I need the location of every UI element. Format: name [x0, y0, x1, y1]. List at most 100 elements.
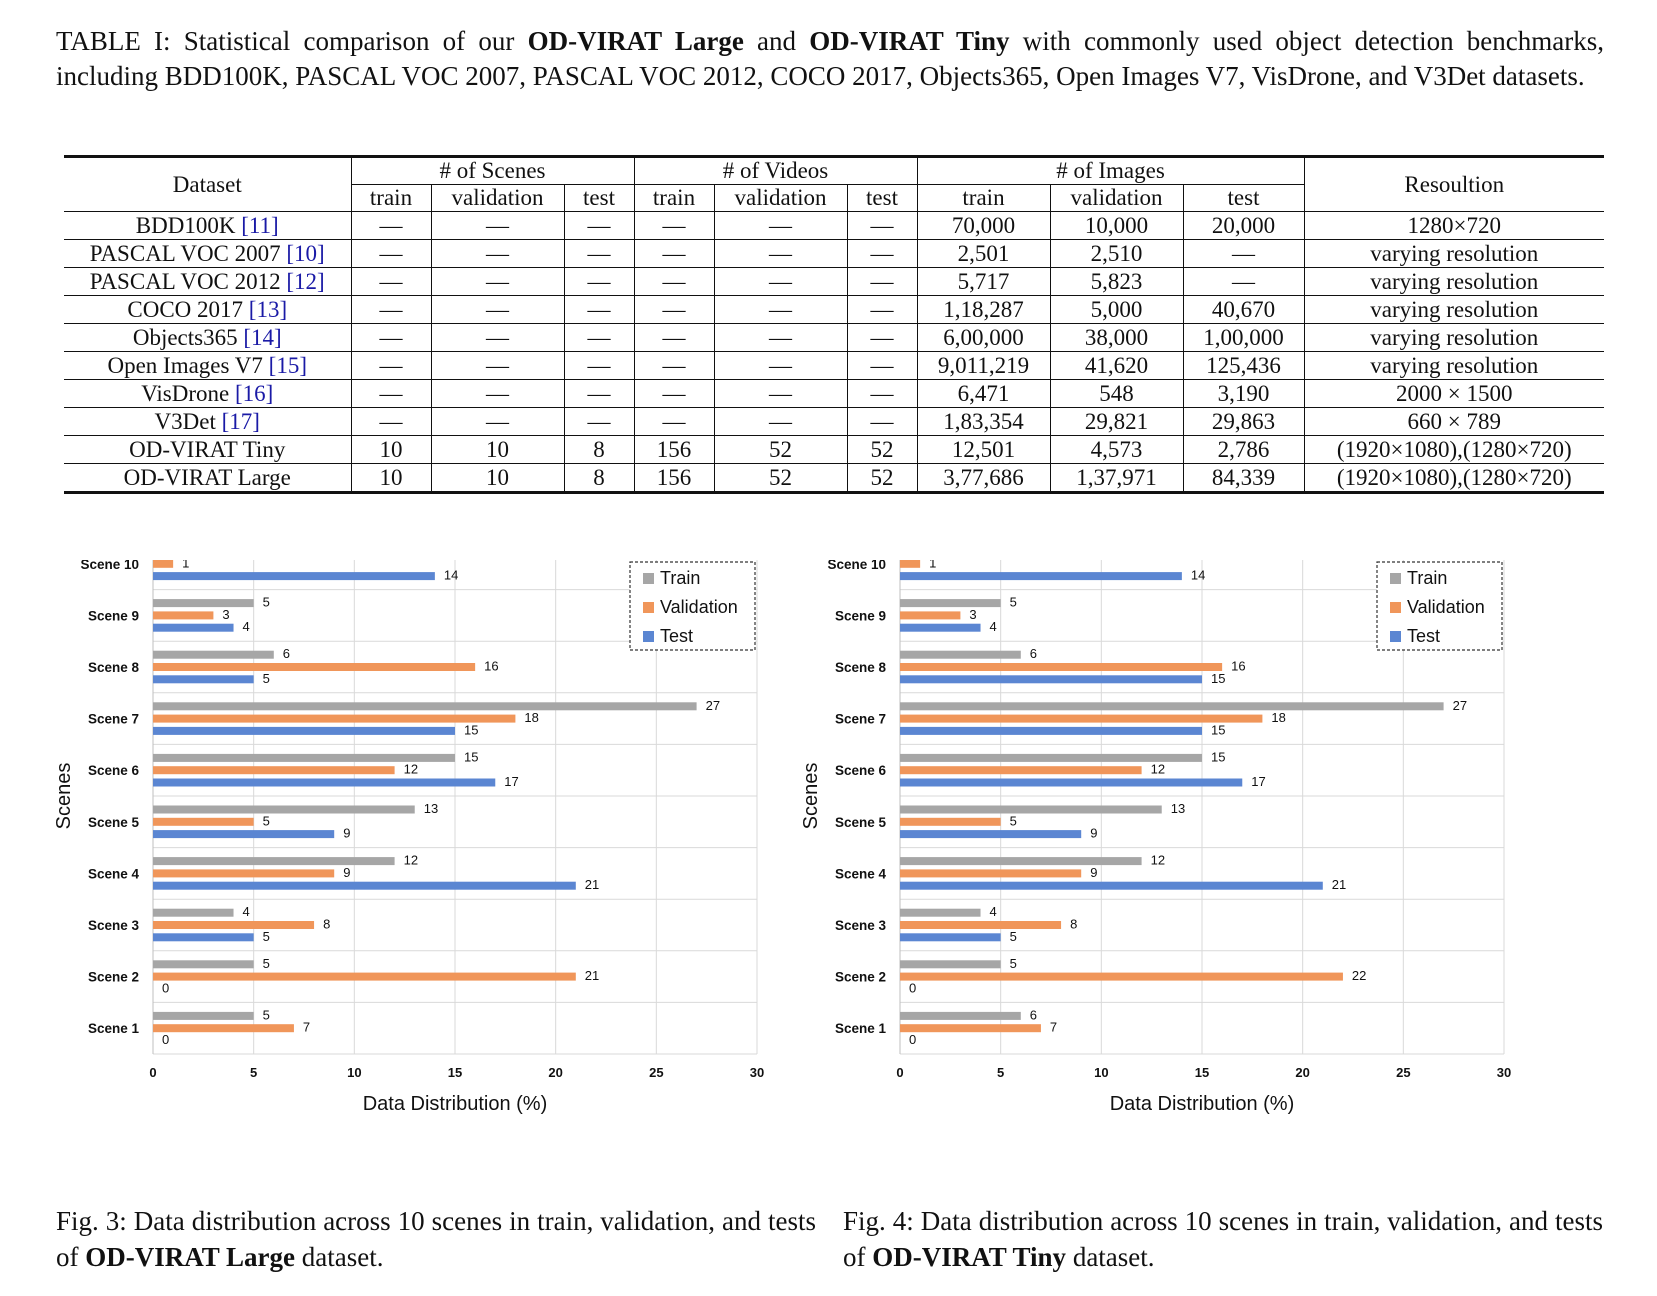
table-cell: 1,00,000 [1183, 323, 1305, 352]
table-cell: — [714, 407, 848, 436]
table-cell: — [714, 239, 848, 268]
bar-value-label: 5 [263, 595, 270, 610]
x-tick-label: 5 [250, 1065, 257, 1080]
table-cell: — [714, 379, 848, 408]
citation-link[interactable]: [14] [243, 324, 282, 350]
bar-value-label: 5 [263, 956, 270, 971]
citation-link[interactable]: [11] [241, 212, 279, 238]
x-tick-label: 25 [649, 1065, 663, 1080]
bar-value-label: 21 [1332, 877, 1346, 892]
bar-train [153, 960, 254, 969]
bar-train [153, 599, 254, 608]
citation-link[interactable]: [17] [221, 408, 260, 434]
category-label: Scene 2 [88, 970, 139, 985]
table-cell: — [847, 211, 918, 240]
category-label: Scene 10 [80, 560, 139, 572]
bar-test [900, 675, 1202, 684]
table-cell: — [1183, 239, 1305, 268]
x-tick-label: 20 [548, 1065, 562, 1080]
bar-value-label: 14 [444, 568, 458, 583]
bar-test [900, 623, 981, 632]
citation-link[interactable]: [10] [286, 240, 325, 266]
y-axis-title: Scenes [800, 763, 822, 830]
bar-value-label: 14 [1191, 568, 1205, 583]
bar-train [900, 908, 981, 917]
category-label: Scene 3 [88, 918, 140, 933]
header-scenes: # of Scenes [351, 155, 635, 185]
table-cell: 10 [431, 435, 565, 464]
bar-validation [153, 663, 476, 671]
table-row: PASCAL VOC 2012 [12] — — — — — —5,717 5,823— var… [64, 267, 1604, 296]
caption-mid: and [743, 26, 810, 56]
caption-prefix: TABLE I: Statistical comparison of our [56, 26, 528, 56]
table-cell: — [714, 351, 848, 380]
bar-value-label: 15 [1211, 749, 1225, 764]
bar-test [900, 778, 1243, 787]
dataset-name: Objects365 [132, 324, 244, 350]
bar-value-label: 16 [484, 659, 498, 674]
bar-value-label: 12 [1151, 762, 1165, 777]
bar-validation [900, 869, 1082, 878]
header-images: # of Images [917, 155, 1305, 185]
bar-train [153, 908, 234, 917]
table-cell: — [564, 379, 635, 408]
bar-value-label: 5 [1010, 813, 1017, 828]
table-cell: — [564, 211, 635, 240]
fig4-bold: OD-VIRAT Tiny [872, 1242, 1067, 1272]
table-cell: 3,77,686 [917, 463, 1051, 494]
table-cell: — [847, 351, 918, 380]
bar-value-label: 5 [1010, 595, 1017, 610]
legend-swatch-test [1390, 631, 1401, 642]
bar-test [153, 830, 335, 839]
table-cell: 10 [431, 463, 565, 494]
table-cell: 84,339 [1183, 463, 1305, 494]
bar-test [153, 933, 254, 942]
dataset-name-cell: BDD100K [11] [64, 211, 352, 240]
dataset-name-cell: OD-VIRAT Tiny [64, 435, 352, 464]
table-cell: 156 [634, 463, 715, 494]
bar-train [153, 753, 455, 762]
table-cell: 70,000 [917, 211, 1051, 240]
table-row: PASCAL VOC 2007 [10] — — — — — —2,501 2,510— var… [64, 239, 1604, 268]
bar-validation [900, 817, 1001, 826]
bar-value-label: 17 [504, 774, 518, 789]
bar-value-label: 0 [162, 1032, 169, 1047]
table-cell: 20,000 [1183, 211, 1305, 240]
citation-link[interactable]: [16] [234, 380, 274, 406]
bar-value-label: 7 [1050, 1020, 1057, 1035]
x-tick-label: 15 [448, 1065, 462, 1080]
bar-validation [153, 611, 214, 620]
bar-value-label: 3 [222, 607, 229, 622]
table-cell: — [634, 267, 715, 296]
legend-swatch-test [643, 631, 654, 642]
category-label: Scene 6 [835, 763, 887, 778]
caption-suffix: with commonly used object detection benc… [56, 26, 1604, 91]
bar-validation [900, 766, 1142, 775]
citation-link[interactable]: [13] [248, 296, 288, 322]
table-cell: 5,823 [1050, 267, 1184, 296]
subheader-train: train [634, 184, 715, 212]
legend-swatch-train [643, 573, 654, 584]
header-videos: # of Videos [634, 155, 918, 185]
table-cell: — [351, 323, 432, 352]
bar-validation [153, 714, 516, 723]
table-cell: 6,00,000 [917, 323, 1051, 352]
category-label: Scene 5 [88, 815, 140, 830]
citation-link[interactable]: [15] [268, 352, 307, 378]
fig4-suffix: dataset. [1066, 1242, 1155, 1272]
dataset-name: PASCAL VOC 2012 [89, 268, 287, 294]
table-cell: — [634, 239, 715, 268]
table-cell: 10 [351, 435, 432, 464]
table-cell: — [634, 351, 715, 380]
table-cell: — [847, 379, 918, 408]
subheader-test: test [1183, 184, 1305, 212]
bar-value-label: 1 [929, 560, 936, 570]
table-cell: (1920×1080),(1280×720) [1304, 435, 1604, 464]
citation-link[interactable]: [12] [286, 268, 325, 294]
table-cell: — [714, 267, 848, 296]
bar-validation [900, 663, 1223, 671]
table-cell: 6,471 [917, 379, 1051, 408]
bar-test [153, 675, 254, 684]
table-cell: — [431, 351, 565, 380]
bar-value-label: 12 [404, 762, 418, 777]
